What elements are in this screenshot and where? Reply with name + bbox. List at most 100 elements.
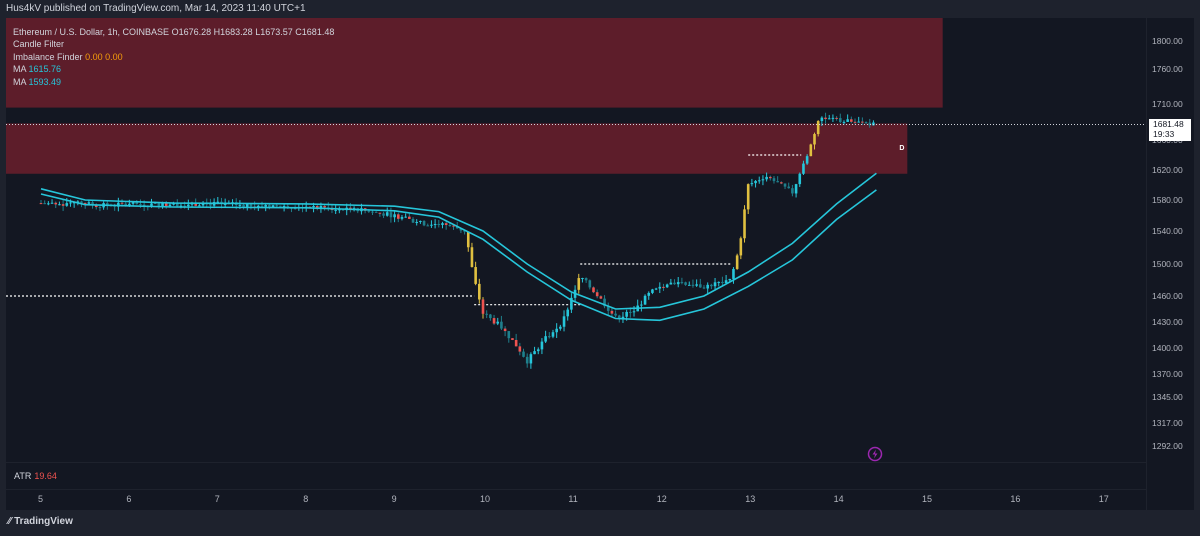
tradingview-logo[interactable]: ⁄⁄ TradingView xyxy=(8,516,73,527)
candle xyxy=(761,179,765,181)
candle xyxy=(408,216,411,219)
candle xyxy=(584,278,588,281)
candle xyxy=(581,278,584,280)
replay-icon[interactable] xyxy=(867,446,883,462)
symbol-name[interactable]: Ethereum / U.S. Dollar, 1h, COINBASE xyxy=(13,27,170,37)
candle xyxy=(507,331,511,339)
candle xyxy=(769,176,772,179)
time-tick-11: 11 xyxy=(568,494,578,504)
candle xyxy=(94,204,98,208)
ma1-label: MA xyxy=(13,64,27,75)
candle xyxy=(39,203,43,205)
candle xyxy=(459,228,463,231)
candle xyxy=(463,230,466,232)
indicator-imbalance-finder[interactable]: Imbalance Finder 0.00 0.00 xyxy=(13,51,334,63)
candle xyxy=(647,292,651,296)
candle xyxy=(676,282,680,285)
main-chart-pane[interactable]: Ethereum / U.S. Dollar, 1h, COINBASE O16… xyxy=(6,18,1146,462)
candle xyxy=(809,144,813,157)
candle xyxy=(529,354,533,364)
bar-countdown: 19:33 xyxy=(1153,128,1175,139)
candle xyxy=(209,203,212,206)
ma2-label: MA xyxy=(13,76,27,87)
time-tick-17: 17 xyxy=(1098,494,1109,504)
candle xyxy=(312,206,315,208)
candle xyxy=(838,118,842,122)
candle xyxy=(164,202,168,207)
candle xyxy=(131,202,135,204)
candle xyxy=(533,351,536,355)
last-price-label: 1681.48 19:33 xyxy=(1149,118,1191,141)
candle xyxy=(474,267,477,284)
ohlc-high-label: H xyxy=(213,27,221,37)
candle xyxy=(124,203,128,206)
candle xyxy=(83,202,87,204)
candle xyxy=(562,316,566,327)
price-chart[interactable] xyxy=(6,18,1146,462)
candle xyxy=(599,296,603,299)
candle xyxy=(466,231,470,248)
tradingview-brand: TradingView xyxy=(14,516,73,527)
candle xyxy=(640,304,643,306)
candle xyxy=(606,306,610,311)
candle xyxy=(489,314,492,319)
candle xyxy=(98,207,102,209)
time-tick-12: 12 xyxy=(656,494,667,504)
candle xyxy=(216,201,220,203)
time-axis[interactable]: 5 6 7 8 9 10 11 12 13 14 15 16 17 xyxy=(6,490,1146,510)
candle xyxy=(496,321,500,324)
candle xyxy=(721,281,724,284)
candle xyxy=(378,212,382,214)
candle xyxy=(629,311,632,313)
candle xyxy=(654,288,658,290)
candle xyxy=(813,134,816,145)
candle xyxy=(713,282,717,287)
candle xyxy=(610,310,614,314)
candle xyxy=(691,284,695,286)
price-axis[interactable]: 1800.001760.001710.001660.001620.001580.… xyxy=(1147,18,1194,510)
candle xyxy=(864,122,868,124)
candle xyxy=(404,216,407,218)
candle xyxy=(470,247,474,268)
candle xyxy=(503,328,507,332)
candle xyxy=(673,282,676,285)
atr-pane[interactable]: ATR 19.64 xyxy=(6,463,1146,489)
candle xyxy=(651,289,654,293)
indicator-ma-2[interactable]: MA 1593.49 xyxy=(13,76,334,88)
candle xyxy=(183,205,186,207)
indicator-candle-filter[interactable]: Candle Filter xyxy=(13,39,65,50)
price-tick: 1430.00 xyxy=(1152,317,1183,327)
imbalance-value-1: 0.00 xyxy=(85,51,103,62)
ohlc-low: 1673.57 xyxy=(260,27,293,37)
candle xyxy=(268,205,271,208)
candle xyxy=(201,203,205,206)
candle xyxy=(54,202,58,205)
candle xyxy=(684,282,687,285)
time-tick-14: 14 xyxy=(833,494,844,504)
candle xyxy=(441,223,444,225)
candle xyxy=(374,211,378,213)
candle xyxy=(43,203,46,205)
candle xyxy=(772,178,776,182)
candle xyxy=(106,203,109,206)
price-tick: 1345.00 xyxy=(1152,392,1183,402)
candle xyxy=(481,299,485,314)
ma-slow-line xyxy=(40,189,877,322)
indicator-ma-1[interactable]: MA 1615.76 xyxy=(13,63,334,75)
candle xyxy=(334,209,337,211)
price-tick: 1370.00 xyxy=(1152,369,1183,379)
candle xyxy=(665,284,669,288)
candle xyxy=(551,332,555,337)
candle xyxy=(69,202,72,204)
ohlc-low-label: L xyxy=(255,27,261,37)
chart-legend: Ethereum / U.S. Dollar, 1h, COINBASE O16… xyxy=(13,26,334,88)
atr-legend: ATR 19.64 xyxy=(14,471,57,481)
candle xyxy=(128,203,131,206)
candle xyxy=(831,117,835,119)
price-tick: 1317.00 xyxy=(1152,418,1183,428)
candle xyxy=(791,188,794,194)
price-tick: 1800.00 xyxy=(1152,36,1183,46)
candle xyxy=(735,255,739,269)
footer-bar: ⁄⁄ TradingView xyxy=(0,510,1200,536)
